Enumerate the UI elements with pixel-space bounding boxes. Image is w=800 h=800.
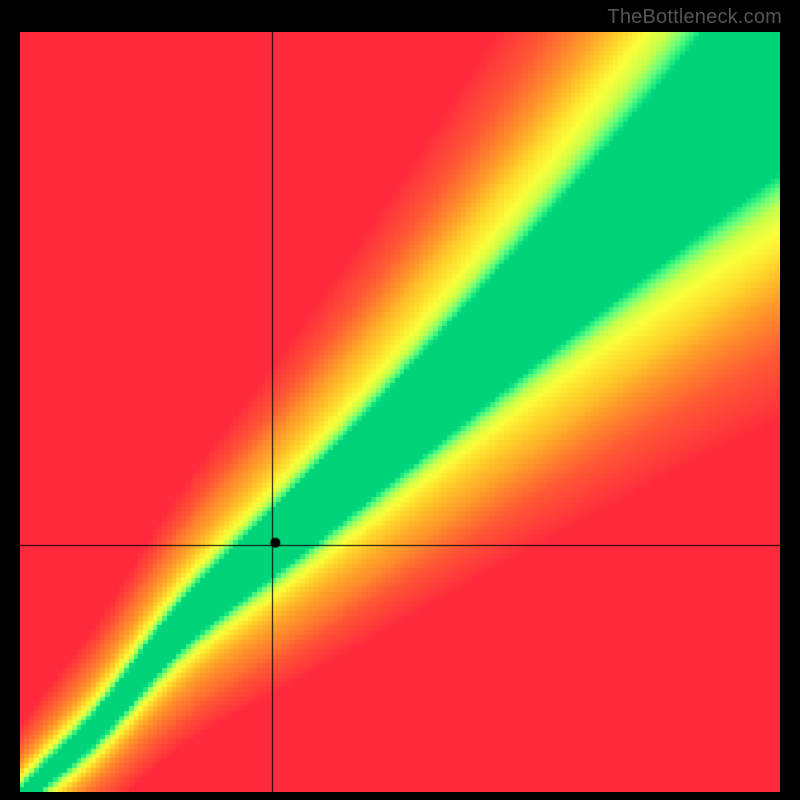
chart-stage: { "attribution": "TheBottleneck.com", "b… xyxy=(0,0,800,800)
bottleneck-heatmap xyxy=(20,32,780,792)
attribution-text: TheBottleneck.com xyxy=(607,6,782,29)
